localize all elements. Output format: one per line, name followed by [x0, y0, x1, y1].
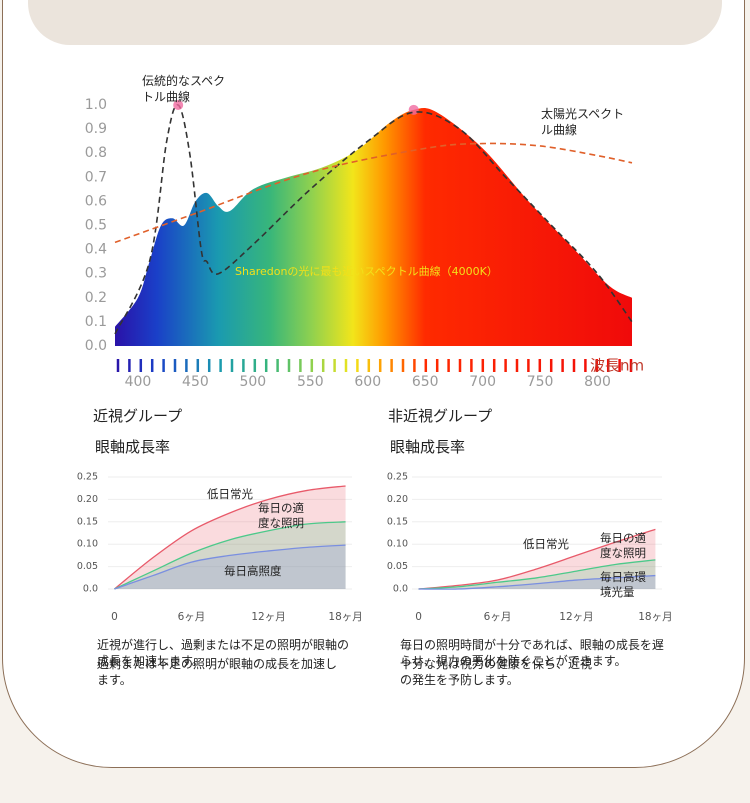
series-label: Sharedonの光に最も近いスペクトル曲線（4000K） [235, 264, 498, 278]
y-tick-label: 0.6 [85, 193, 107, 209]
y-tick-label: 0.0 [85, 338, 107, 354]
x-tick-label: 12ヶ月 [559, 611, 593, 623]
y-tick-label: 0.05 [387, 561, 408, 572]
spectrum-line [114, 142, 633, 244]
y-tick-label: 0.9 [85, 121, 107, 137]
band-area [418, 529, 656, 589]
caption: 毎日の照明時間が十分であれば、眼軸の成長を遅らせ、視力の悪化を防ぐことができます… [400, 638, 664, 668]
spectrum-line [114, 104, 633, 335]
band-area [114, 545, 346, 589]
chart-title: 非近視グループ [388, 407, 493, 425]
y-tick-label: 0.15 [387, 516, 408, 527]
x-tick-label: 12ヶ月 [251, 611, 285, 623]
top-banner [28, 0, 722, 45]
frame [2, 0, 745, 768]
y-tick-label: 0.2 [85, 290, 107, 306]
series-line [114, 544, 346, 590]
chart-title: 近視グループ [93, 407, 183, 425]
series-label: 毎日高環境光量 [600, 570, 646, 599]
series-label: 毎日の適度な照明 [258, 501, 304, 530]
x-tick-label: 0 [415, 611, 422, 623]
series-label: 太陽光スペクトル曲線 [541, 107, 625, 137]
y-tick-label: 0.1 [85, 314, 107, 330]
band-area [418, 559, 656, 589]
x-tick-label: 18ヶ月 [638, 611, 672, 623]
x-tick-label: 800 [584, 374, 611, 390]
y-tick-label: 0.0 [393, 584, 408, 595]
y-tick-label: 0.7 [85, 169, 107, 185]
band-area [114, 485, 346, 589]
y-tick-label: 0.0 [83, 584, 98, 595]
y-tick-label: 0.4 [85, 242, 107, 258]
caption: 十分な光は視力の健康を保ち、近視の発生を予防します。 [400, 657, 593, 687]
series-line [418, 574, 656, 590]
x-tick-label: 6ヶ月 [484, 611, 512, 623]
y-tick-label: 0.20 [77, 494, 98, 505]
x-tick-label: 400 [125, 374, 152, 390]
x-tick-label: 700 [469, 374, 496, 390]
y-tick-label: 0.8 [85, 145, 107, 161]
x-tick-label: 500 [239, 374, 266, 390]
x-axis-label: 波長nm [590, 357, 644, 375]
x-tick-label: 650 [412, 374, 439, 390]
x-tick-label: 450 [182, 374, 209, 390]
x-tick-label: 6ヶ月 [178, 611, 206, 623]
caption: 過剰または不足の照明が眼軸の成長を加速します。 [97, 657, 338, 687]
series-line [418, 528, 656, 590]
series-line [114, 521, 346, 590]
series-label: 毎日の適度な照明 [600, 531, 646, 560]
x-tick-label: 0 [111, 611, 118, 623]
x-tick-label: 18ヶ月 [328, 611, 362, 623]
y-tick-label: 0.15 [77, 516, 98, 527]
spectrum-area [115, 108, 632, 346]
series-label: 伝統的なスペクトル曲線 [142, 74, 226, 104]
series-label: 低日常光 [523, 537, 569, 551]
y-tick-label: 0.05 [77, 561, 98, 572]
x-tick-label: 750 [527, 374, 554, 390]
y-tick-label: 1.0 [85, 97, 107, 113]
y-tick-label: 0.25 [77, 472, 98, 483]
series-label: 毎日高照度 [224, 564, 282, 578]
chart-subtitle: 眼軸成長率 [390, 438, 466, 456]
x-tick-label: 600 [354, 374, 381, 390]
y-tick-label: 0.20 [387, 494, 408, 505]
series-line [418, 559, 656, 590]
peak-marker [173, 100, 184, 110]
y-tick-label: 0.10 [387, 539, 408, 550]
y-tick-label: 0.5 [85, 218, 107, 234]
series-line [114, 485, 346, 590]
caption: 近視が進行し、過剰または不足の照明が眼軸の成長を加速します。 [97, 638, 350, 668]
series-label: 低日常光 [207, 487, 253, 501]
y-tick-label: 0.10 [77, 539, 98, 550]
x-tick-label: 550 [297, 374, 324, 390]
y-tick-label: 0.25 [387, 472, 408, 483]
chart-subtitle: 眼軸成長率 [95, 438, 171, 456]
y-tick-label: 0.3 [85, 266, 107, 282]
